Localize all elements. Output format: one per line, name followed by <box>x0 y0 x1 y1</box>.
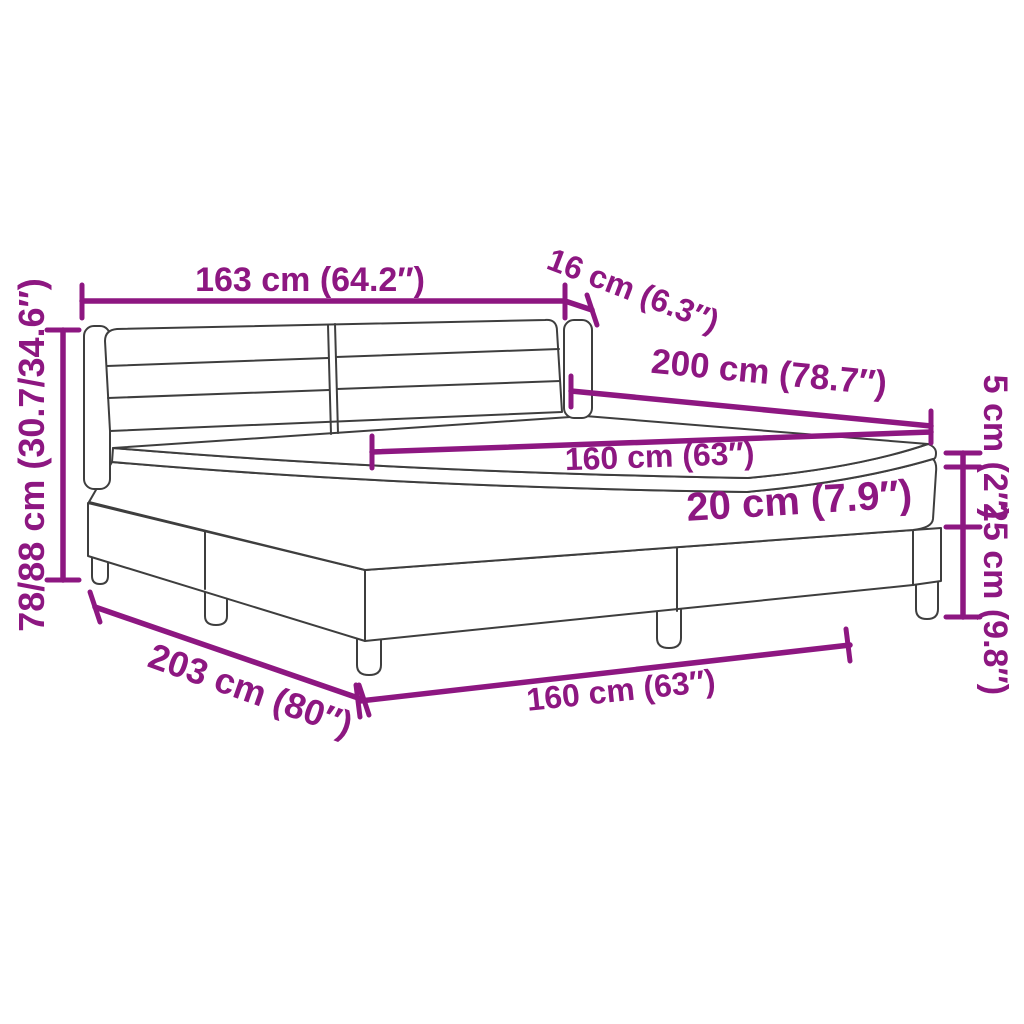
headboard-panel <box>104 318 563 432</box>
dim-headboard-width-label: 163 cm (64.2″) <box>195 261 425 299</box>
headboard-seam <box>106 357 329 367</box>
headboard-seam <box>336 380 561 390</box>
dim-base-length-label: 203 cm (80″) <box>143 635 358 745</box>
headboard-right-wing <box>563 319 593 419</box>
dim-base-width: 160 cm (63″) <box>353 626 853 720</box>
headboard-center-divider <box>327 324 332 435</box>
dim-bed-length-label: 200 cm (78.7″) <box>649 342 888 404</box>
bed-leg <box>915 580 939 620</box>
bed-leg <box>356 635 382 676</box>
dim-right-stack: 5 cm (2″) 25 cm (9.8″) <box>943 375 1014 695</box>
dim-mattress-width: 160 cm (63″) <box>369 429 934 478</box>
bed-leg <box>656 606 682 649</box>
dim-topper-height-label: 5 cm (2″) <box>976 375 1014 520</box>
dim-base-height-label: 25 cm (9.8″) <box>976 503 1014 695</box>
dim-total-height-label: 78/88 cm (30.7/34.6″) <box>11 278 52 631</box>
headboard-seam <box>335 348 560 358</box>
dim-total-height: 78/88 cm (30.7/34.6″) <box>11 278 82 632</box>
headboard-seam <box>107 389 330 399</box>
dim-mattress-width-label: 160 cm (63″) <box>564 435 755 478</box>
headboard-center-divider <box>334 323 339 434</box>
dim-headboard-width: 163 cm (64.2″) <box>79 261 568 321</box>
